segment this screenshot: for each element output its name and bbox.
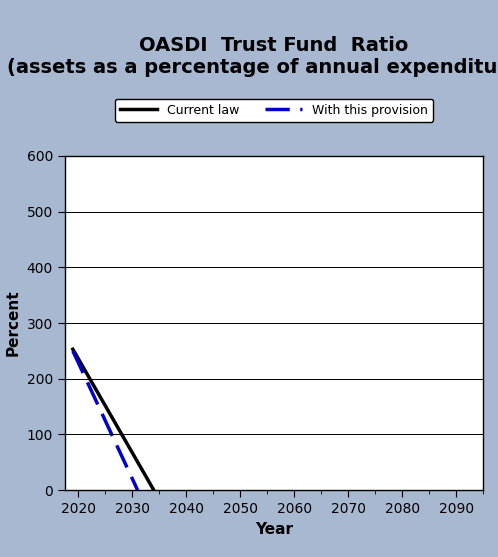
Current law bbox=[70, 346, 76, 353]
With this provision bbox=[70, 348, 76, 354]
Current law bbox=[151, 487, 157, 494]
Y-axis label: Percent: Percent bbox=[6, 290, 21, 356]
Title: OASDI  Trust Fund  Ratio
(assets as a percentage of annual expenditures): OASDI Trust Fund Ratio (assets as a perc… bbox=[7, 36, 498, 77]
With this provision bbox=[134, 487, 140, 494]
X-axis label: Year: Year bbox=[255, 521, 293, 536]
Legend: Current law, With this provision: Current law, With this provision bbox=[115, 99, 433, 122]
Line: Current law: Current law bbox=[73, 349, 154, 490]
Line: With this provision: With this provision bbox=[73, 351, 137, 490]
